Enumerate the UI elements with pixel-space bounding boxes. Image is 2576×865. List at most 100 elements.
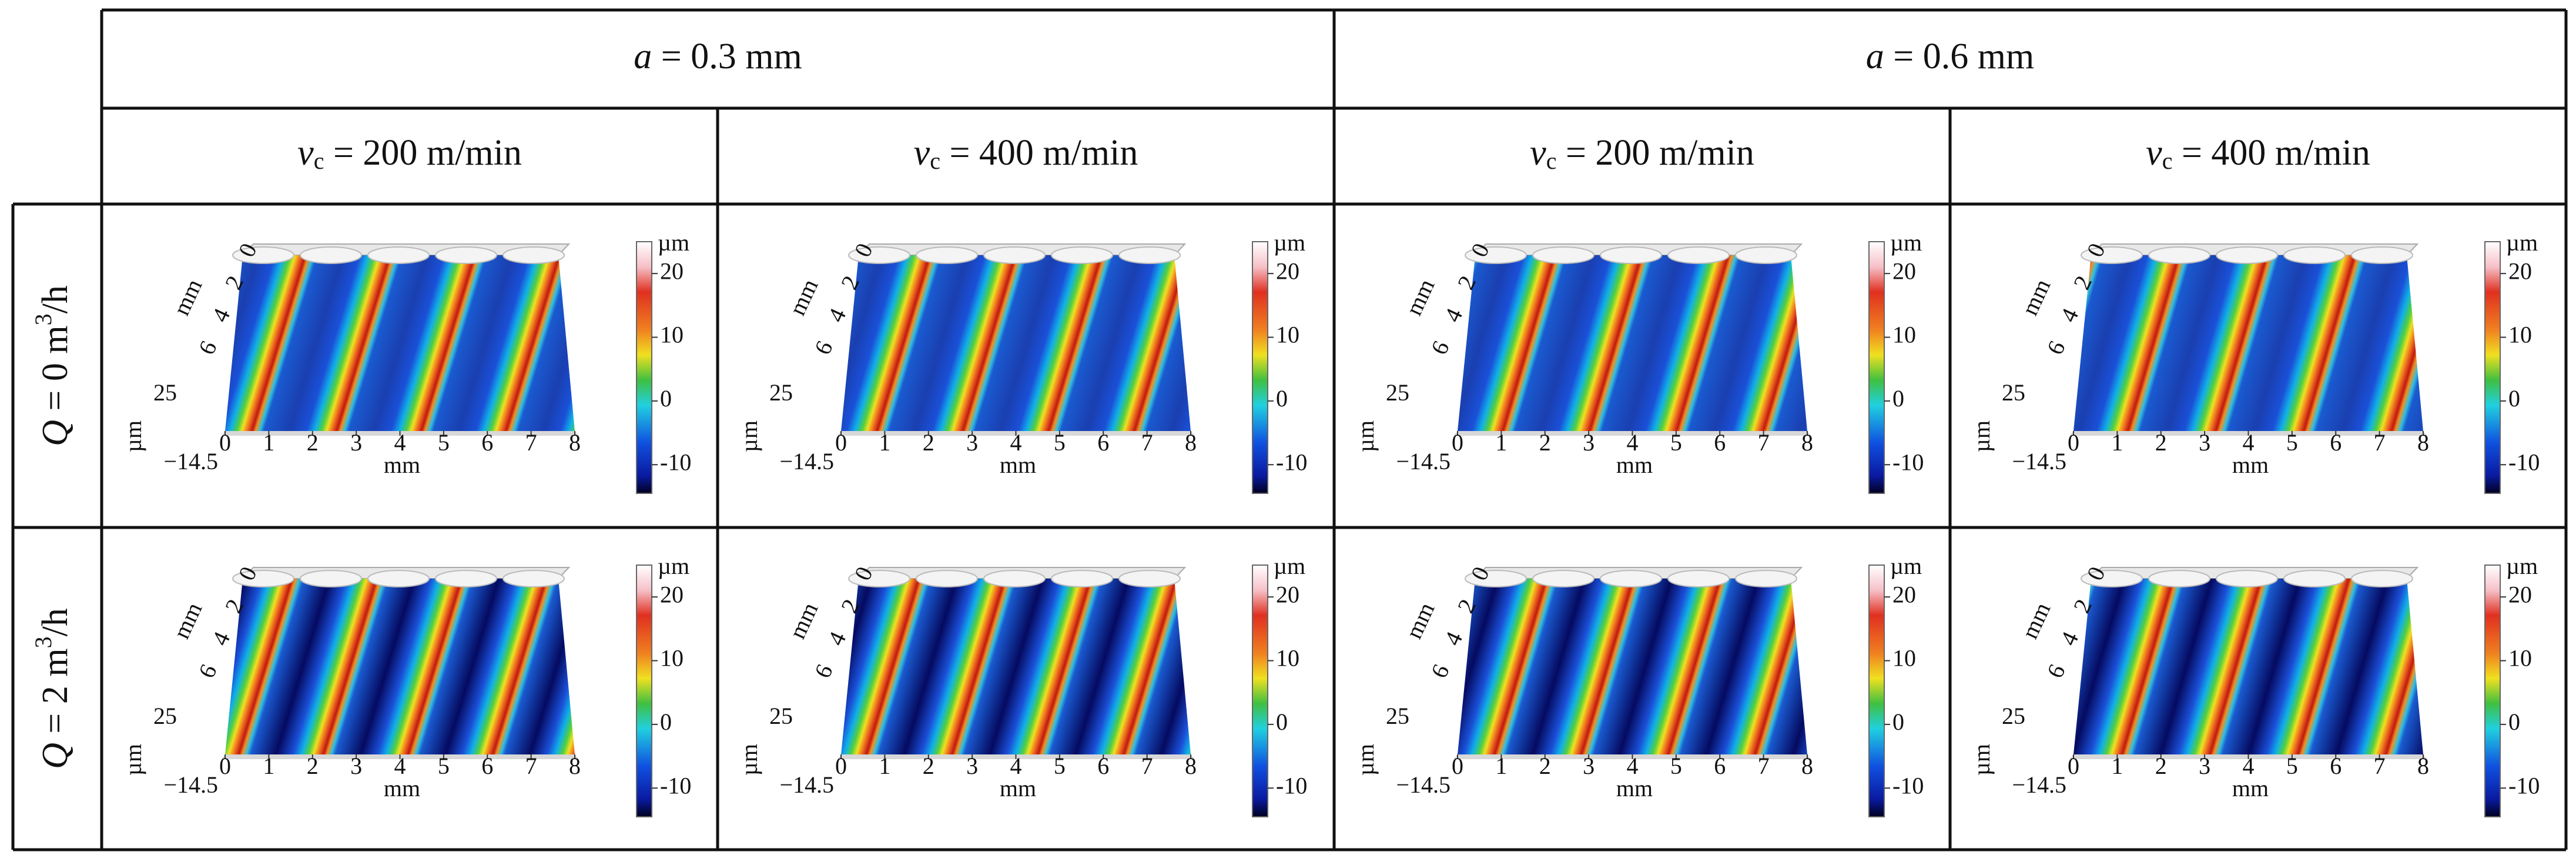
colorbar-tick-label: 0	[1276, 709, 1288, 735]
colorbar-tick-label: 10	[2508, 322, 2532, 348]
x-axis-label: mm	[1000, 775, 1036, 801]
x-tick-label: 3	[966, 753, 978, 779]
scallop	[848, 570, 910, 587]
y-tick-label: 6	[1425, 337, 1454, 359]
scallop	[916, 570, 978, 587]
scallop	[2148, 246, 2210, 264]
x-tick-label: 3	[350, 429, 362, 456]
x-tick-label: 3	[350, 753, 362, 779]
x-tick-label: 5	[1670, 753, 1682, 779]
colorbar-tick-label: 10	[660, 322, 684, 348]
z-tick-label: −14.5	[2012, 448, 2066, 475]
subscript: c	[314, 148, 324, 174]
colorbar-tick-label: 20	[1892, 581, 1916, 607]
y-axis-label: mm	[784, 275, 823, 319]
colorbar-tick-label: 0	[2508, 709, 2520, 735]
surface	[225, 255, 575, 431]
scallop	[1735, 570, 1797, 587]
z-axis-label: µm	[1352, 744, 1379, 776]
y-tick-label: 4	[822, 627, 851, 649]
x-axis-label: mm	[384, 452, 420, 478]
scallop	[2081, 570, 2143, 587]
scallop	[1118, 246, 1181, 264]
x-tick-label: 1	[263, 753, 274, 779]
x-axis-label: mm	[1616, 775, 1653, 801]
x-tick-label: 1	[1495, 429, 1507, 456]
x-tick-label: 8	[1185, 429, 1197, 456]
x-tick-label: 7	[2374, 429, 2386, 456]
text: = 200 m/min	[1556, 133, 1754, 173]
y-tick-label: 4	[206, 627, 235, 649]
y-axis-label: mm	[784, 598, 823, 642]
colorbar-tick-label: 10	[1276, 645, 1299, 672]
colorbar-unit: µm	[658, 553, 689, 579]
z-tick-label: 25	[153, 703, 177, 729]
colorbar-tick-label: 10	[660, 645, 684, 672]
x-tick-label: 8	[569, 429, 581, 456]
x-tick-label: 5	[438, 429, 450, 456]
colorbar-tick-label: -10	[1892, 449, 1924, 475]
colorbar	[1868, 241, 1885, 494]
x-tick-label: 8	[569, 753, 581, 779]
z-tick-label: 25	[769, 703, 793, 729]
x-tick-label: 2	[1539, 429, 1551, 456]
x-tick-label: 1	[1495, 753, 1507, 779]
colorbar-tick-label: 10	[1892, 322, 1916, 348]
colorbar-tick-label: 10	[1276, 322, 1299, 348]
colorbar-tick-label: 10	[1892, 645, 1916, 672]
z-tick-label: −14.5	[779, 772, 834, 798]
x-tick-label: 4	[1627, 429, 1639, 456]
x-tick-label: 1	[879, 429, 890, 456]
subscript: c	[930, 148, 940, 174]
text: = 2 m	[35, 648, 75, 743]
x-tick-label: 0	[2068, 753, 2079, 779]
y-axis-label: mm	[168, 275, 207, 319]
x-tick-label: 6	[1097, 753, 1109, 779]
x-tick-label: 4	[394, 429, 406, 456]
scallop	[916, 246, 978, 264]
x-tick-label: 6	[1714, 753, 1726, 779]
y-tick-label: 6	[809, 337, 838, 359]
colorbar-tick-label: 20	[1276, 258, 1299, 284]
colorbar-tick-label: 0	[2508, 385, 2520, 412]
colorbar-tick-label: -10	[2508, 772, 2540, 799]
scallop	[1667, 570, 1730, 587]
column-group-header: a = 0.6 mm	[1866, 36, 2034, 76]
text: = 400 m/min	[940, 133, 1138, 173]
scallop	[1735, 246, 1797, 264]
z-tick-label: −14.5	[163, 448, 218, 475]
y-tick-label: 4	[2055, 627, 2083, 649]
colorbar-unit: µm	[1890, 229, 1922, 256]
colorbar-unit: µm	[658, 229, 689, 256]
variable: Q	[35, 420, 75, 446]
colorbar-tick-label: 0	[660, 709, 672, 735]
x-tick-label: 6	[2330, 429, 2341, 456]
y-axis-label: mm	[1401, 275, 1440, 319]
variable: v	[1530, 133, 1546, 173]
text: = 400 m/min	[2172, 133, 2370, 173]
colorbar	[636, 241, 652, 494]
x-tick-label: 3	[2199, 429, 2210, 456]
x-tick-label: 4	[394, 753, 406, 779]
colorbar-tick-label: 0	[1892, 709, 1904, 735]
table-grid	[11, 8, 2568, 851]
x-tick-label: 5	[1054, 429, 1066, 456]
x-tick-label: 4	[1010, 429, 1022, 456]
y-tick-label: 4	[2055, 304, 2083, 326]
z-tick-label: 25	[2002, 379, 2025, 406]
scallop	[1532, 570, 1594, 587]
colorbar-unit: µm	[1274, 553, 1305, 579]
x-tick-label: 6	[481, 429, 493, 456]
x-tick-label: 7	[1141, 429, 1153, 456]
scallop	[503, 570, 565, 587]
text: = 0.3 mm	[652, 36, 802, 76]
y-axis-label: mm	[2016, 275, 2056, 319]
scallop	[1667, 246, 1730, 264]
surface	[2073, 579, 2423, 754]
z-axis-label: µm	[1352, 420, 1379, 452]
x-tick-label: 4	[1010, 753, 1022, 779]
text: = 0.6 mm	[1884, 36, 2034, 76]
scallop	[2351, 246, 2413, 264]
x-tick-label: 2	[1539, 753, 1551, 779]
